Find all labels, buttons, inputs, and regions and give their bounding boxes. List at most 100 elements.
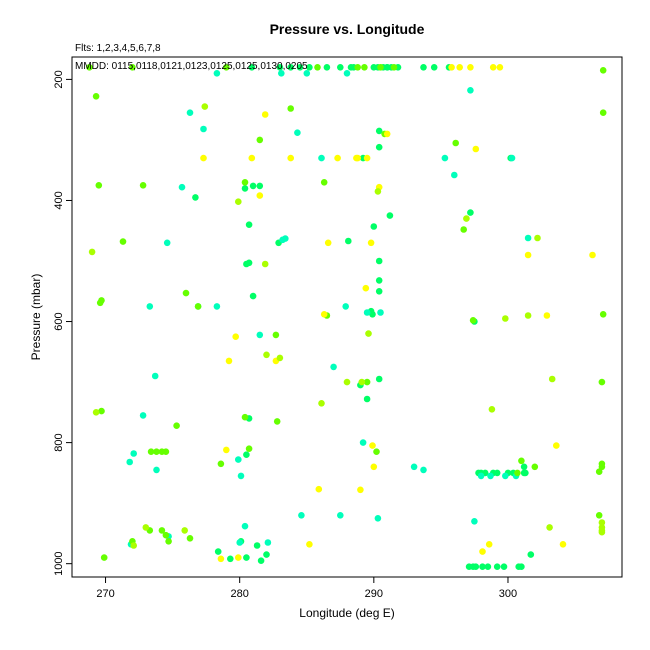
data-point [324, 239, 332, 247]
data-point [599, 109, 607, 116]
data-point [370, 223, 378, 230]
data-point [508, 154, 516, 162]
data-point [257, 557, 265, 564]
data-point [345, 237, 352, 245]
data-point [192, 194, 199, 201]
data-point [420, 466, 427, 474]
data-point [225, 357, 233, 365]
data-point [559, 541, 567, 548]
data-point [237, 472, 245, 480]
data-point [261, 111, 269, 118]
data-point [241, 413, 249, 421]
data-point [500, 563, 508, 570]
data-point [337, 64, 344, 71]
data-points [86, 64, 607, 570]
data-point [173, 422, 180, 430]
data-point [527, 551, 535, 558]
data-point [217, 555, 225, 563]
data-point [287, 64, 295, 71]
data-point [217, 460, 225, 468]
data-point [306, 64, 313, 71]
x-tick-label: 300 [499, 588, 517, 600]
dates-note: MMDD: 0115,0118,0121,0123,0125,0125,0130… [75, 61, 308, 72]
data-point [95, 182, 103, 189]
data-point [467, 64, 474, 71]
data-point [487, 472, 494, 480]
data-point [320, 311, 328, 318]
data-point [531, 463, 539, 471]
data-point [162, 448, 170, 456]
data-point [374, 515, 382, 522]
data-point [359, 439, 367, 446]
data-point [493, 563, 501, 570]
data-point [472, 145, 480, 153]
data-point [467, 87, 474, 94]
y-tick-label: 600 [53, 312, 65, 330]
data-point [126, 458, 133, 466]
data-point [430, 64, 438, 71]
data-point [213, 303, 221, 310]
data-point [147, 448, 155, 456]
data-point [241, 179, 249, 186]
data-point [357, 486, 364, 494]
data-point [245, 259, 253, 267]
data-point [139, 182, 147, 189]
data-point [100, 554, 108, 561]
data-point [363, 309, 371, 316]
data-point [88, 248, 96, 256]
data-point [318, 154, 325, 162]
data-point [518, 457, 525, 465]
data-point [451, 171, 458, 179]
data-point [479, 548, 486, 555]
data-point [92, 93, 100, 100]
data-point [92, 409, 100, 416]
data-point [186, 535, 194, 542]
data-point [599, 67, 607, 74]
data-point [162, 531, 170, 539]
data-point [375, 143, 383, 151]
data-point [248, 154, 256, 162]
data-point [200, 154, 207, 162]
data-point [337, 512, 344, 519]
data-point [375, 288, 383, 295]
y-tick-label: 1000 [53, 551, 65, 575]
data-point [441, 154, 449, 162]
data-point [201, 103, 209, 110]
data-point [130, 450, 137, 457]
data-point [524, 312, 532, 319]
data-point [375, 375, 383, 383]
data-point [330, 363, 337, 371]
data-point [375, 277, 383, 284]
data-point [98, 407, 105, 415]
x-tick-label: 290 [365, 588, 383, 600]
data-point [241, 522, 249, 530]
data-point [471, 518, 478, 525]
data-point [518, 563, 525, 570]
data-point [354, 64, 362, 71]
data-point [347, 64, 355, 71]
data-point [263, 351, 270, 359]
y-tick-label: 400 [53, 191, 65, 209]
data-point [323, 64, 331, 71]
data-point [514, 469, 521, 477]
data-point [153, 466, 160, 474]
data-point [383, 130, 391, 138]
y-tick-label: 200 [53, 70, 65, 88]
data-point [232, 333, 239, 341]
y-axis-ticks: 200 400 600 800 1000 [53, 70, 72, 576]
data-point [553, 442, 560, 449]
data-point [236, 539, 243, 546]
data-point [182, 289, 190, 297]
data-point [272, 331, 280, 339]
data-point [303, 70, 311, 77]
data-point [241, 185, 249, 192]
data-point [256, 192, 264, 199]
data-point [253, 542, 261, 549]
data-point [223, 64, 230, 71]
data-point [410, 463, 418, 471]
data-point [363, 378, 371, 386]
data-point [96, 299, 104, 307]
data-point [287, 154, 295, 162]
